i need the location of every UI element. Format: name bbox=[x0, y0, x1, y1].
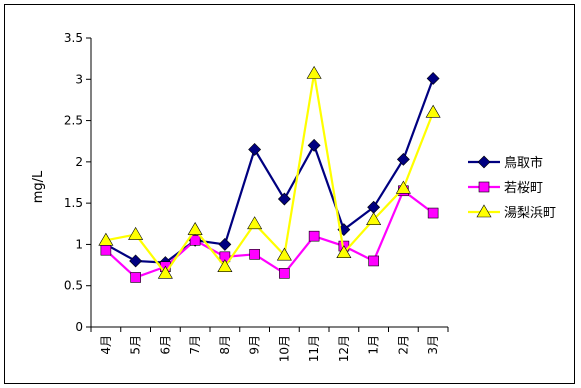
data-point bbox=[130, 272, 141, 283]
chart-frame bbox=[4, 4, 575, 384]
data-point bbox=[248, 143, 262, 156]
data-point bbox=[279, 268, 290, 279]
y-tick-label: 3.5 bbox=[64, 31, 83, 45]
y-axis-label: mg/L bbox=[31, 170, 46, 203]
data-point bbox=[249, 249, 260, 260]
x-tick-label: 6月 bbox=[158, 335, 172, 355]
x-tick-label: 3月 bbox=[426, 335, 440, 355]
data-point bbox=[247, 216, 263, 230]
x-tick-label: 12月 bbox=[337, 335, 351, 362]
y-tick-label: 3 bbox=[75, 72, 83, 86]
legend-entry: 湯梨浜町 bbox=[468, 204, 556, 221]
series-line bbox=[105, 73, 435, 276]
data-point bbox=[426, 72, 440, 85]
y-tick-label: 1 bbox=[75, 237, 83, 251]
data-point bbox=[427, 207, 439, 219]
y-tick-label: 2.5 bbox=[64, 114, 83, 128]
legend-label: 鳥取市 bbox=[504, 155, 543, 171]
data-point bbox=[217, 259, 233, 273]
data-point bbox=[395, 180, 411, 194]
series-group bbox=[98, 65, 441, 283]
data-point bbox=[276, 247, 292, 261]
data-point bbox=[366, 212, 382, 225]
x-tick-label: 1月 bbox=[367, 335, 381, 355]
x-axis-ticks: 4月 5月 6月 7月 8月 9月 10月 11月 12月 1月 2月 3月 bbox=[90, 327, 449, 362]
data-point bbox=[129, 254, 143, 268]
x-tick-label: 5月 bbox=[129, 335, 143, 355]
data-point bbox=[307, 138, 321, 152]
x-tick-label: 8月 bbox=[218, 335, 232, 355]
x-tick-label: 9月 bbox=[248, 335, 262, 355]
x-tick-label: 10月 bbox=[277, 335, 291, 362]
data-point bbox=[396, 152, 410, 166]
y-tick-label: 2 bbox=[75, 155, 83, 169]
legend-entry: 若桜町 bbox=[468, 180, 543, 196]
data-point bbox=[187, 221, 203, 235]
legend-label: 若桜町 bbox=[504, 180, 543, 196]
x-tick-label: 2月 bbox=[396, 335, 410, 355]
data-point bbox=[425, 104, 441, 118]
data-point bbox=[308, 230, 320, 242]
legend-entry: 鳥取市 bbox=[468, 155, 543, 171]
data-point bbox=[98, 232, 114, 246]
y-tick-label: 1.5 bbox=[64, 196, 83, 210]
data-point bbox=[477, 155, 491, 169]
data-point bbox=[100, 244, 112, 256]
y-axis-ticks: 0 0.5 1 1.5 2 2.5 3 3.5 bbox=[64, 31, 91, 334]
legend-label: 湯梨浜町 bbox=[504, 206, 556, 221]
data-point bbox=[476, 204, 492, 218]
series bbox=[98, 65, 441, 279]
data-point bbox=[277, 192, 291, 206]
data-point bbox=[218, 238, 232, 251]
x-tick-label: 7月 bbox=[188, 335, 202, 355]
y-tick-label: 0.5 bbox=[64, 279, 83, 293]
data-point bbox=[157, 265, 173, 279]
y-tick-label: 0 bbox=[75, 320, 83, 334]
axes bbox=[90, 38, 448, 328]
series-line bbox=[105, 189, 434, 279]
data-point bbox=[306, 65, 322, 79]
x-tick-label: 4月 bbox=[99, 335, 113, 355]
x-tick-label: 11月 bbox=[307, 335, 321, 362]
data-point bbox=[189, 235, 201, 246]
data-point bbox=[478, 181, 490, 193]
data-point bbox=[336, 245, 352, 258]
data-point bbox=[128, 226, 144, 240]
data-point bbox=[368, 255, 379, 267]
series bbox=[100, 185, 439, 283]
